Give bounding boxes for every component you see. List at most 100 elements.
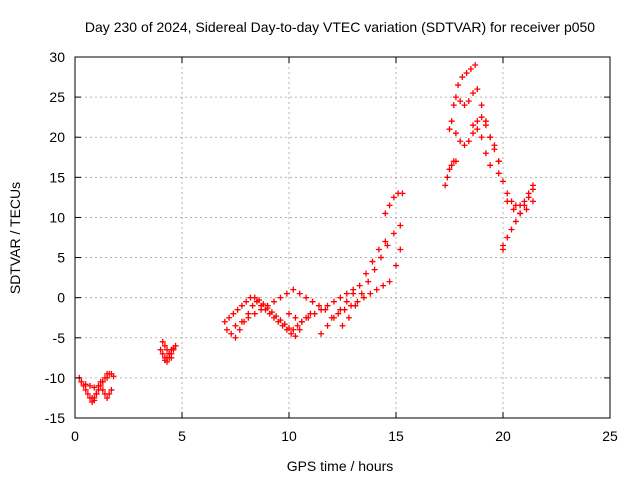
data-point	[512, 218, 519, 225]
data-point	[457, 138, 464, 145]
data-point	[517, 210, 524, 217]
data-point	[367, 290, 374, 297]
data-point	[350, 290, 357, 297]
data-point	[104, 374, 111, 381]
data-point	[450, 102, 457, 109]
y-tick-label: 20	[49, 129, 65, 145]
data-point	[482, 122, 489, 129]
data-point	[328, 314, 335, 321]
y-tick-label: -10	[45, 370, 65, 386]
data-point	[290, 326, 297, 333]
data-point	[251, 310, 258, 317]
data-point	[296, 326, 303, 333]
plot-frame	[74, 56, 611, 419]
data-point	[249, 302, 256, 309]
data-point	[448, 118, 455, 125]
data-point	[397, 246, 404, 253]
data-point	[461, 102, 468, 109]
data-point	[251, 294, 258, 301]
data-point	[290, 286, 297, 293]
data-point	[386, 202, 393, 209]
data-point	[311, 310, 318, 317]
data-point	[339, 322, 346, 329]
data-point	[399, 190, 406, 197]
y-tick-label: -15	[45, 410, 65, 426]
data-point	[228, 330, 235, 337]
data-point	[380, 282, 387, 289]
data-point	[470, 130, 477, 137]
data-point	[335, 310, 342, 317]
data-point	[457, 98, 464, 105]
y-tick-label: 25	[49, 89, 65, 105]
data-point	[159, 338, 166, 345]
data-point	[487, 134, 494, 141]
y-tick-label: 0	[57, 290, 65, 306]
data-point	[303, 294, 310, 301]
data-point	[465, 138, 472, 145]
data-point	[324, 302, 331, 309]
data-point	[341, 306, 348, 313]
data-point	[382, 238, 389, 245]
data-point	[378, 254, 385, 261]
data-point	[523, 206, 530, 213]
y-tick-label: 15	[49, 169, 65, 185]
data-point	[375, 246, 382, 253]
data-point	[166, 350, 173, 357]
data-point	[472, 62, 479, 69]
data-point	[525, 194, 532, 201]
data-point	[455, 82, 462, 89]
data-point	[108, 386, 115, 393]
data-point	[78, 378, 85, 385]
data-point	[288, 330, 295, 337]
chart-title: Day 230 of 2024, Sidereal Day-to-day VTE…	[85, 19, 595, 35]
x-tick-labels: 0 5 10 15 20 25	[71, 428, 618, 444]
data-point	[275, 318, 282, 325]
data-point	[446, 166, 453, 173]
data-point	[390, 194, 397, 201]
data-point	[99, 386, 106, 393]
data-point	[330, 298, 337, 305]
data-point	[245, 314, 252, 321]
x-tick-label: 15	[388, 428, 404, 444]
data-point	[461, 142, 468, 149]
data-point	[271, 298, 278, 305]
y-tick-label: 5	[57, 250, 65, 266]
y-tick-label: 30	[49, 49, 65, 65]
data-point	[283, 326, 290, 333]
data-point	[360, 294, 367, 301]
data-point	[170, 345, 177, 352]
data-point	[95, 382, 102, 389]
grid-lines	[75, 57, 610, 418]
data-point	[294, 322, 301, 329]
data-point	[309, 298, 316, 305]
data-point	[264, 302, 271, 309]
data-point	[500, 246, 506, 253]
data-point	[298, 318, 305, 325]
data-point	[271, 314, 278, 321]
data-point	[106, 390, 113, 397]
data-point	[91, 384, 98, 391]
data-point	[504, 234, 511, 241]
data-point	[474, 86, 481, 93]
x-tick-label: 5	[178, 428, 186, 444]
data-point	[529, 186, 536, 193]
data-point	[296, 290, 303, 297]
data-point	[97, 378, 104, 385]
data-point	[343, 290, 350, 297]
data-point	[504, 198, 511, 205]
data-point	[495, 158, 502, 165]
data-point	[390, 230, 397, 237]
data-point	[318, 330, 325, 337]
data-point	[487, 162, 494, 169]
data-point	[508, 226, 515, 233]
data-point	[292, 314, 299, 321]
y-axis-label: SDTVAR / TECUs	[7, 182, 23, 294]
data-point	[465, 98, 472, 105]
data-point	[292, 333, 299, 340]
data-point	[452, 130, 459, 137]
data-point	[354, 298, 361, 305]
x-tick-label: 20	[495, 428, 511, 444]
x-tick-label: 0	[71, 428, 79, 444]
data-point	[474, 126, 481, 133]
